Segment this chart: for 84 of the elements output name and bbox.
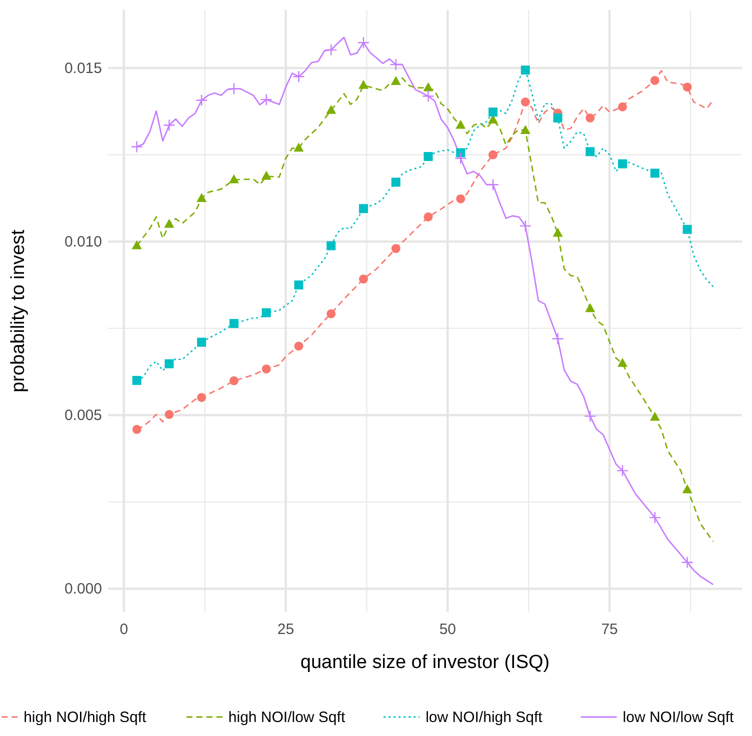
point xyxy=(294,280,304,290)
point xyxy=(488,108,498,117)
point xyxy=(391,244,400,254)
point xyxy=(454,152,467,164)
point xyxy=(197,338,206,347)
point xyxy=(358,80,368,89)
point xyxy=(326,104,336,114)
point xyxy=(520,124,530,134)
point xyxy=(325,44,338,56)
x-axis-title: quantile size of investor (ISQ) xyxy=(300,652,550,673)
point xyxy=(456,120,466,129)
point xyxy=(553,113,562,122)
point xyxy=(196,193,207,202)
point xyxy=(586,113,595,122)
point xyxy=(552,228,563,237)
x-tick-label: 25 xyxy=(277,621,294,638)
point xyxy=(616,464,629,477)
point xyxy=(424,152,433,162)
point xyxy=(228,82,240,95)
point xyxy=(618,159,628,168)
point xyxy=(326,241,336,250)
point xyxy=(164,359,174,368)
point xyxy=(358,204,368,214)
point xyxy=(682,484,692,494)
point xyxy=(552,332,564,345)
point xyxy=(422,90,434,102)
point xyxy=(163,119,176,132)
y-tick-label: 0.010 xyxy=(64,234,102,251)
point xyxy=(326,309,336,318)
point xyxy=(585,303,596,312)
legend-label: low NOI/low Sqft xyxy=(622,709,734,726)
point xyxy=(357,36,370,49)
point xyxy=(292,70,305,83)
point xyxy=(488,150,498,160)
y-tick-label: 0.015 xyxy=(64,60,102,77)
point xyxy=(390,58,402,71)
legend-label: low NOI/high Sqft xyxy=(426,709,544,726)
x-tick-label: 50 xyxy=(439,621,456,638)
point xyxy=(195,94,208,106)
point xyxy=(456,194,466,204)
point xyxy=(358,274,368,284)
point xyxy=(390,76,401,86)
point xyxy=(618,358,628,367)
point xyxy=(618,102,628,112)
point xyxy=(486,178,500,191)
point xyxy=(682,224,692,234)
point xyxy=(424,212,433,222)
point xyxy=(650,412,660,421)
point xyxy=(648,511,661,524)
point xyxy=(519,220,532,232)
y-tick-label: 0.005 xyxy=(64,407,102,424)
point xyxy=(132,424,142,434)
point xyxy=(586,147,595,156)
point xyxy=(520,98,530,106)
y-tick-label: 0.000 xyxy=(64,580,102,598)
point xyxy=(682,82,692,92)
point xyxy=(584,410,596,422)
point xyxy=(423,82,434,92)
point xyxy=(229,319,238,328)
point xyxy=(262,308,271,318)
point xyxy=(164,410,174,419)
point xyxy=(229,376,238,386)
x-tick-label: 0 xyxy=(120,621,128,638)
point xyxy=(261,170,272,180)
point xyxy=(681,556,694,568)
y-axis-title: probability to invest xyxy=(8,228,29,392)
point xyxy=(197,392,206,402)
point xyxy=(262,364,271,374)
legend-label: high NOI/low Sqft xyxy=(228,709,346,726)
x-tick-label: 75 xyxy=(601,621,618,638)
point xyxy=(260,93,272,106)
point xyxy=(132,376,142,385)
legend-label: high NOI/high Sqft xyxy=(24,709,148,726)
point xyxy=(456,148,466,158)
point xyxy=(650,168,660,178)
point xyxy=(228,174,239,184)
point xyxy=(130,140,143,153)
point xyxy=(520,66,530,75)
point xyxy=(294,142,304,152)
point xyxy=(650,76,660,85)
point xyxy=(132,240,142,250)
point xyxy=(391,178,400,187)
point xyxy=(164,218,174,228)
point xyxy=(294,342,304,351)
